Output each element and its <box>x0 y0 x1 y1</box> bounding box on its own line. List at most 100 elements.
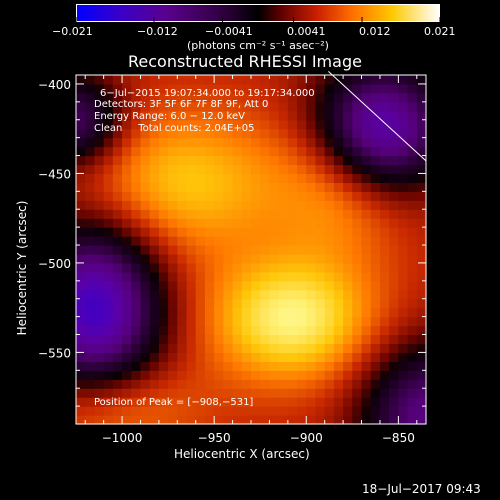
heatmap-cell <box>343 155 353 166</box>
heatmap-cell <box>131 146 142 157</box>
heatmap-cell <box>343 101 353 112</box>
heatmap-cell <box>140 182 151 192</box>
heatmap-cell <box>260 173 271 183</box>
heatmap-cell <box>76 361 86 371</box>
heatmap-cell <box>343 406 353 416</box>
heatmap-cell <box>195 182 206 192</box>
heatmap-cell <box>251 137 261 148</box>
heatmap-cell <box>112 236 123 246</box>
heatmap-cell <box>343 83 353 94</box>
heatmap-cell <box>195 173 206 183</box>
heatmap-cell <box>232 83 243 94</box>
heatmap-cell <box>416 191 427 201</box>
heatmap-cell <box>324 415 335 425</box>
heatmap-cell <box>177 137 188 148</box>
heatmap-cell <box>352 388 363 398</box>
heatmap-cell <box>76 298 86 309</box>
heatmap-cell <box>315 173 326 183</box>
heatmap-cell <box>195 227 206 237</box>
heatmap-cell <box>186 415 197 425</box>
heatmap-cell <box>122 110 132 121</box>
heatmap-cell <box>251 253 261 264</box>
heatmap-cell <box>140 307 151 318</box>
heatmap-cell <box>168 227 178 237</box>
heatmap-cell <box>297 253 307 264</box>
heatmap-cell <box>297 146 307 157</box>
heatmap-cell <box>76 397 86 407</box>
heatmap-cell <box>232 406 243 416</box>
heatmap-cell <box>195 92 206 103</box>
heatmap-cell <box>94 307 105 318</box>
heatmap-cell <box>232 92 243 103</box>
heatmap-cell <box>407 128 418 139</box>
heatmap-cell <box>177 164 188 175</box>
heatmap-cell <box>370 406 381 416</box>
heatmap-cell <box>177 227 188 237</box>
heatmap-cell <box>324 280 335 291</box>
heatmap-cell <box>85 334 96 345</box>
heatmap-cell <box>315 182 326 192</box>
heatmap-cell <box>416 92 427 103</box>
heatmap-cell <box>140 236 151 246</box>
heatmap-cell <box>361 397 372 407</box>
heatmap-cell <box>195 397 206 407</box>
heatmap-cell <box>168 325 178 336</box>
heatmap-cell <box>112 334 123 345</box>
heatmap-cell <box>168 236 178 246</box>
heatmap-cell <box>287 191 298 201</box>
heatmap-cell <box>241 307 252 318</box>
heatmap-cell <box>131 119 142 130</box>
heatmap-cell <box>85 316 96 327</box>
heatmap-cell <box>149 200 160 210</box>
heatmap-cell <box>379 289 390 300</box>
heatmap-cell <box>251 289 261 300</box>
heatmap-cell <box>186 92 197 103</box>
heatmap-cell <box>389 352 399 362</box>
heatmap-cell <box>103 253 114 264</box>
heatmap-cell <box>333 101 344 112</box>
heatmap-cell <box>195 110 206 121</box>
heatmap-cell <box>177 397 188 407</box>
heatmap-cell <box>269 146 280 157</box>
heatmap-cell <box>168 200 178 210</box>
heatmap-cell <box>389 119 399 130</box>
heatmap-cell <box>76 343 86 354</box>
heatmap-cell <box>177 92 188 103</box>
heatmap-cell <box>324 271 335 282</box>
heatmap-cell <box>278 128 289 139</box>
heatmap-cell <box>379 173 390 183</box>
heatmap-cell <box>269 280 280 291</box>
heatmap-cell <box>131 200 142 210</box>
heatmap-cell <box>333 245 344 255</box>
heatmap-cell <box>94 245 105 255</box>
heatmap-cell <box>76 415 86 425</box>
heatmap-cell <box>204 110 215 121</box>
heatmap-cell <box>297 397 307 407</box>
heatmap-cell <box>223 316 234 327</box>
heatmap-cell <box>195 307 206 318</box>
heatmap-cell <box>232 218 243 228</box>
heatmap-cell <box>204 75 215 85</box>
heatmap-cell <box>407 334 418 345</box>
heatmap-cell <box>140 415 151 425</box>
heatmap-cell <box>260 191 271 201</box>
heatmap-cell <box>204 388 215 398</box>
heatmap-cell <box>306 146 317 157</box>
heatmap-cell <box>407 164 418 175</box>
heatmap-cell <box>94 280 105 291</box>
heatmap-cell <box>168 379 178 389</box>
heatmap-cell <box>297 388 307 398</box>
heatmap-cell <box>370 83 381 94</box>
heatmap-cell <box>379 236 390 246</box>
heatmap-cell <box>131 236 142 246</box>
heatmap-cell <box>112 137 123 148</box>
heatmap-cell <box>241 227 252 237</box>
heatmap-cell <box>158 191 169 201</box>
heatmap-cell <box>112 388 123 398</box>
heatmap-cell <box>94 262 105 273</box>
heatmap-cell <box>333 289 344 300</box>
heatmap-cell <box>76 164 86 175</box>
heatmap-cell <box>195 75 206 85</box>
heatmap-cell <box>333 191 344 201</box>
heatmap-cell <box>177 334 188 345</box>
